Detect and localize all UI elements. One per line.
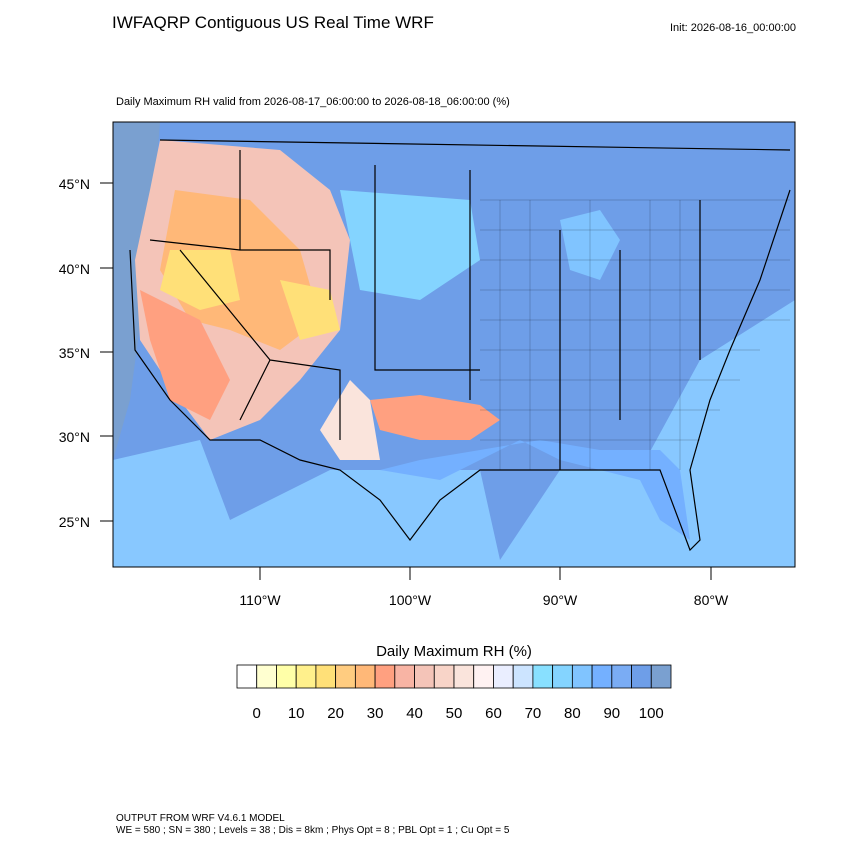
lat-label: 40°N (59, 261, 90, 277)
colorbar-label: 0 (253, 705, 261, 722)
colorbar-box (256, 664, 277, 689)
colorbar-label: 30 (367, 705, 384, 722)
colorbar-box (453, 664, 475, 689)
colorbar-box (335, 664, 356, 689)
colorbar-box (512, 664, 534, 689)
colorbar-box (295, 664, 317, 689)
colorbar-label: 80 (564, 705, 581, 722)
colorbar-box (552, 664, 573, 689)
colorbar-box (650, 664, 672, 689)
colorbar-label: 60 (485, 705, 502, 722)
lon-label: 100°W (389, 592, 432, 608)
footer-line: OUTPUT FROM WRF V4.6.1 MODEL (116, 813, 285, 824)
lat-label: 25°N (59, 514, 90, 530)
colorbar-box (354, 664, 376, 689)
colorbar-box (315, 664, 337, 689)
lon-label: 80°W (694, 592, 729, 608)
footer-line: WE = 580 ; SN = 380 ; Levels = 38 ; Dis … (116, 825, 510, 836)
colorbar-box (414, 664, 435, 689)
lat-label: 30°N (59, 429, 90, 445)
colorbar-label: 100 (639, 705, 664, 722)
lat-label: 35°N (59, 345, 90, 361)
colorbar-box (611, 664, 632, 689)
colorbar-label: 90 (603, 705, 620, 722)
title: IWFAQRP Contiguous US Real Time WRF (112, 13, 434, 32)
lat-label: 45°N (59, 176, 90, 192)
colorbar-label: 70 (525, 705, 542, 722)
colorbar-box (631, 664, 652, 689)
colorbar: 0 10 20 30 40 50 60 70 80 90 100 (236, 664, 672, 722)
colorbar-label: 20 (327, 705, 344, 722)
colorbar-label: 10 (288, 705, 305, 722)
init-time: Init: 2026-08-16_00:00:00 (670, 22, 796, 34)
colorbar-box (571, 664, 593, 689)
colorbar-box (236, 664, 258, 689)
colorbar-label: 50 (446, 705, 463, 722)
colorbar-box (433, 664, 455, 689)
subtitle: Daily Maximum RH valid from 2026-08-17_0… (116, 96, 510, 108)
lon-label: 110°W (239, 592, 281, 608)
lon-label: 90°W (543, 592, 578, 608)
colorbar-title: Daily Maximum RH (%) (376, 643, 532, 660)
colorbar-box (493, 664, 514, 689)
colorbar-box (591, 664, 613, 689)
colorbar-box (394, 664, 415, 689)
map (100, 121, 796, 580)
colorbar-box (276, 664, 297, 689)
colorbar-box (473, 664, 494, 689)
colorbar-box (532, 664, 554, 689)
colorbar-label: 40 (406, 705, 423, 722)
colorbar-box (374, 664, 396, 689)
